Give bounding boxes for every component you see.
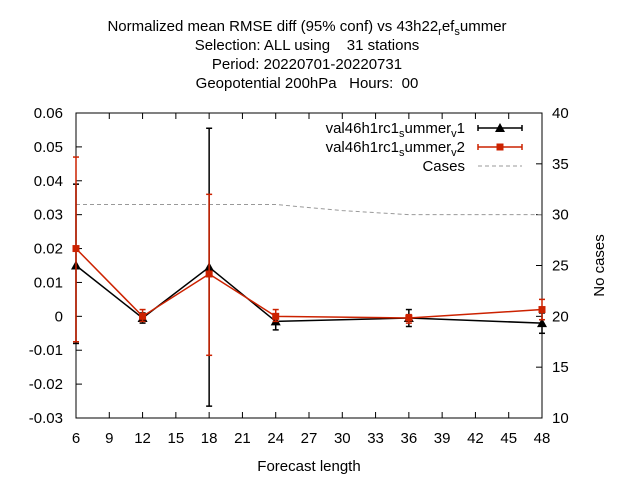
title-line: Period: 20220701-20220731 [212, 56, 402, 73]
x-tick-label: 15 [168, 430, 185, 447]
series-val46h1rc1-summer-v1 [71, 127, 547, 407]
legend-marker [495, 123, 505, 132]
x-tick-label: 9 [105, 430, 113, 447]
x-axis: 6 9 12 15 18 21 24 27 30 33 36 39 42 45 48 [72, 113, 551, 447]
plot-frame [75, 112, 543, 419]
y-right-tick-label: 20 [552, 308, 569, 325]
series-cases [76, 204, 542, 216]
x-tick-label: 36 [401, 430, 418, 447]
y-left-tick-label: 0.04 [34, 173, 63, 190]
y-left-tick-label: 0.01 [34, 274, 63, 291]
y-axis-right-label: No cases [591, 234, 608, 297]
x-tick-label: 24 [267, 430, 284, 447]
chart-title: Normalized mean RMSE diff (95% conf) vs … [107, 18, 506, 92]
title-line: Selection: ALL using 31 stations [195, 37, 420, 54]
y-left-tick-label: -0.03 [29, 410, 63, 427]
x-tick-label: 27 [301, 430, 318, 447]
data-point [139, 312, 147, 320]
data-point [537, 318, 547, 328]
x-tick-label: 21 [234, 430, 251, 447]
y-left-tick-label: -0.01 [29, 342, 63, 359]
x-tick-label: 30 [334, 430, 351, 447]
y-right-tick-label: 10 [552, 410, 569, 427]
y-right-tick-label: 30 [552, 207, 569, 224]
y-left-tick-label: 0 [55, 308, 63, 325]
series-layer [71, 127, 547, 407]
x-tick-label: 12 [134, 430, 151, 447]
data-point [205, 270, 213, 278]
x-tick-label: 6 [72, 430, 80, 447]
y-left-tick-label: 0.03 [34, 207, 63, 224]
legend: val46h1rc1summerv1val46h1rc1summerv2Case… [326, 120, 523, 175]
data-point [272, 312, 280, 320]
y-left-tick-label: 0.02 [34, 241, 63, 258]
data-point [538, 306, 546, 314]
y-right-tick-label: 35 [552, 156, 569, 173]
y-left-tick-label: 0.05 [34, 139, 63, 156]
data-point [72, 245, 80, 253]
legend-item: Cases [422, 158, 522, 175]
y-left-tick-label: 0.06 [34, 105, 63, 122]
y-right-tick-label: 25 [552, 258, 569, 275]
series-line [76, 204, 542, 216]
x-tick-label: 48 [534, 430, 551, 447]
title-line: Geopotential 200hPa Hours: 00 [196, 75, 419, 92]
x-tick-label: 42 [467, 430, 484, 447]
legend-marker [496, 143, 504, 151]
x-axis-label: Forecast length [257, 458, 360, 475]
y-axis-right: 10 15 20 25 30 35 40 [536, 105, 569, 427]
legend-label: Cases [422, 158, 465, 175]
y-axis-left: -0.03 -0.02 -0.01 0 0.01 0.02 0.03 0.04 0.05 0.06 [29, 105, 82, 427]
y-right-tick-label: 40 [552, 105, 569, 122]
legend-item: val46h1rc1summerv2 [326, 139, 523, 159]
series-line [75, 248, 543, 319]
series-val46h1rc1-summer-v2 [72, 156, 546, 357]
x-tick-label: 18 [201, 430, 218, 447]
x-tick-label: 39 [434, 430, 451, 447]
legend-label: val46h1rc1summerv1 [326, 120, 465, 140]
title-line: Normalized mean RMSE diff (95% conf) vs … [107, 18, 506, 38]
x-tick-label: 45 [500, 430, 517, 447]
legend-label: val46h1rc1summerv2 [326, 139, 465, 159]
y-left-tick-label: -0.02 [29, 376, 63, 393]
legend-item: val46h1rc1summerv1 [326, 120, 523, 140]
y-right-tick-label: 15 [552, 359, 569, 376]
data-point [405, 314, 413, 322]
x-tick-label: 33 [367, 430, 384, 447]
